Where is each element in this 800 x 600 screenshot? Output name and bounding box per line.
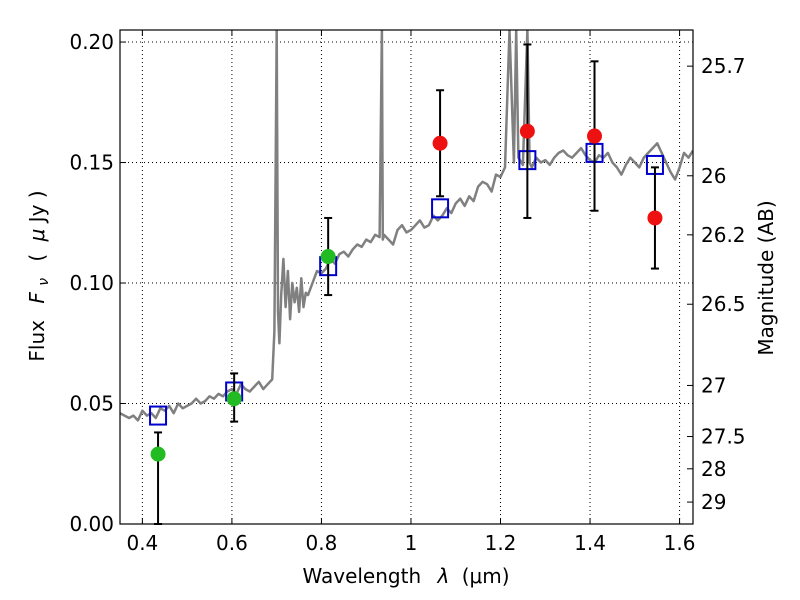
plot-frame	[119, 29, 694, 525]
x-tick-label: 1	[405, 531, 418, 555]
y-tick-label: 0.10	[69, 271, 114, 295]
x-axis-title-text: Wavelength	[302, 564, 421, 588]
model-square	[149, 405, 168, 426]
x-axis-title-symbol: λ	[437, 564, 450, 588]
ticks-layer: 0.4 0.6 0.8 1 1.2 1.4 1.6 0.00 0.05 0.10 0.15 0.20 2…	[69, 30, 746, 555]
y-axis-title-subscript: ν	[36, 278, 52, 286]
x-tick-label: 0.4	[126, 531, 158, 555]
data-point	[519, 123, 535, 139]
x-tick-label: 0.6	[216, 531, 248, 555]
y2-axis-title: Magnitude (AB)	[754, 200, 778, 355]
y2-tick-label: 27.5	[701, 425, 746, 449]
data-point	[647, 210, 663, 226]
y-tick-label: 0.15	[69, 151, 114, 175]
y-axis-title: Flux F ν ( μ Jy )	[25, 190, 53, 361]
y2-tick-label: 29	[701, 490, 726, 514]
model-square	[431, 198, 450, 219]
x-tick-label: 1.4	[574, 531, 606, 555]
data-layer	[120, 30, 693, 525]
y2-tick-label: 26.5	[701, 292, 746, 316]
y2-tick-label: 27	[701, 373, 726, 397]
y2-tick-label: 26.2	[701, 223, 746, 247]
y-tick-label: 0.20	[69, 30, 114, 54]
y2-tick-label: 28	[701, 457, 726, 481]
data-point	[150, 446, 166, 462]
y-tick-label: 0.00	[69, 512, 114, 536]
y-axis-title-paren: (	[25, 254, 49, 262]
clipped-data	[120, 30, 693, 422]
y-axis-title-unit: Jy )	[25, 190, 49, 224]
data-point	[320, 249, 336, 265]
x-axis-title: Wavelength λ (μm)	[302, 564, 509, 588]
data-point	[587, 128, 603, 144]
y-axis-title-mu: μ	[25, 229, 49, 243]
x-axis-title-unit: (μm)	[462, 564, 510, 588]
y2-tick-label: 25.7	[701, 54, 746, 78]
data-point	[432, 135, 448, 151]
y2-tick-label: 26	[701, 164, 726, 188]
spectrum-line	[120, 30, 693, 422]
x-tick-label: 0.8	[306, 531, 338, 555]
grid-layer	[120, 30, 693, 525]
x-tick-label: 1.6	[664, 531, 696, 555]
y-axis-title-text: Flux	[25, 320, 49, 362]
y-tick-label: 0.05	[69, 392, 114, 416]
y-axis-title-symbol: F	[25, 292, 49, 304]
data-point	[226, 391, 242, 407]
x-tick-label: 1.2	[485, 531, 517, 555]
